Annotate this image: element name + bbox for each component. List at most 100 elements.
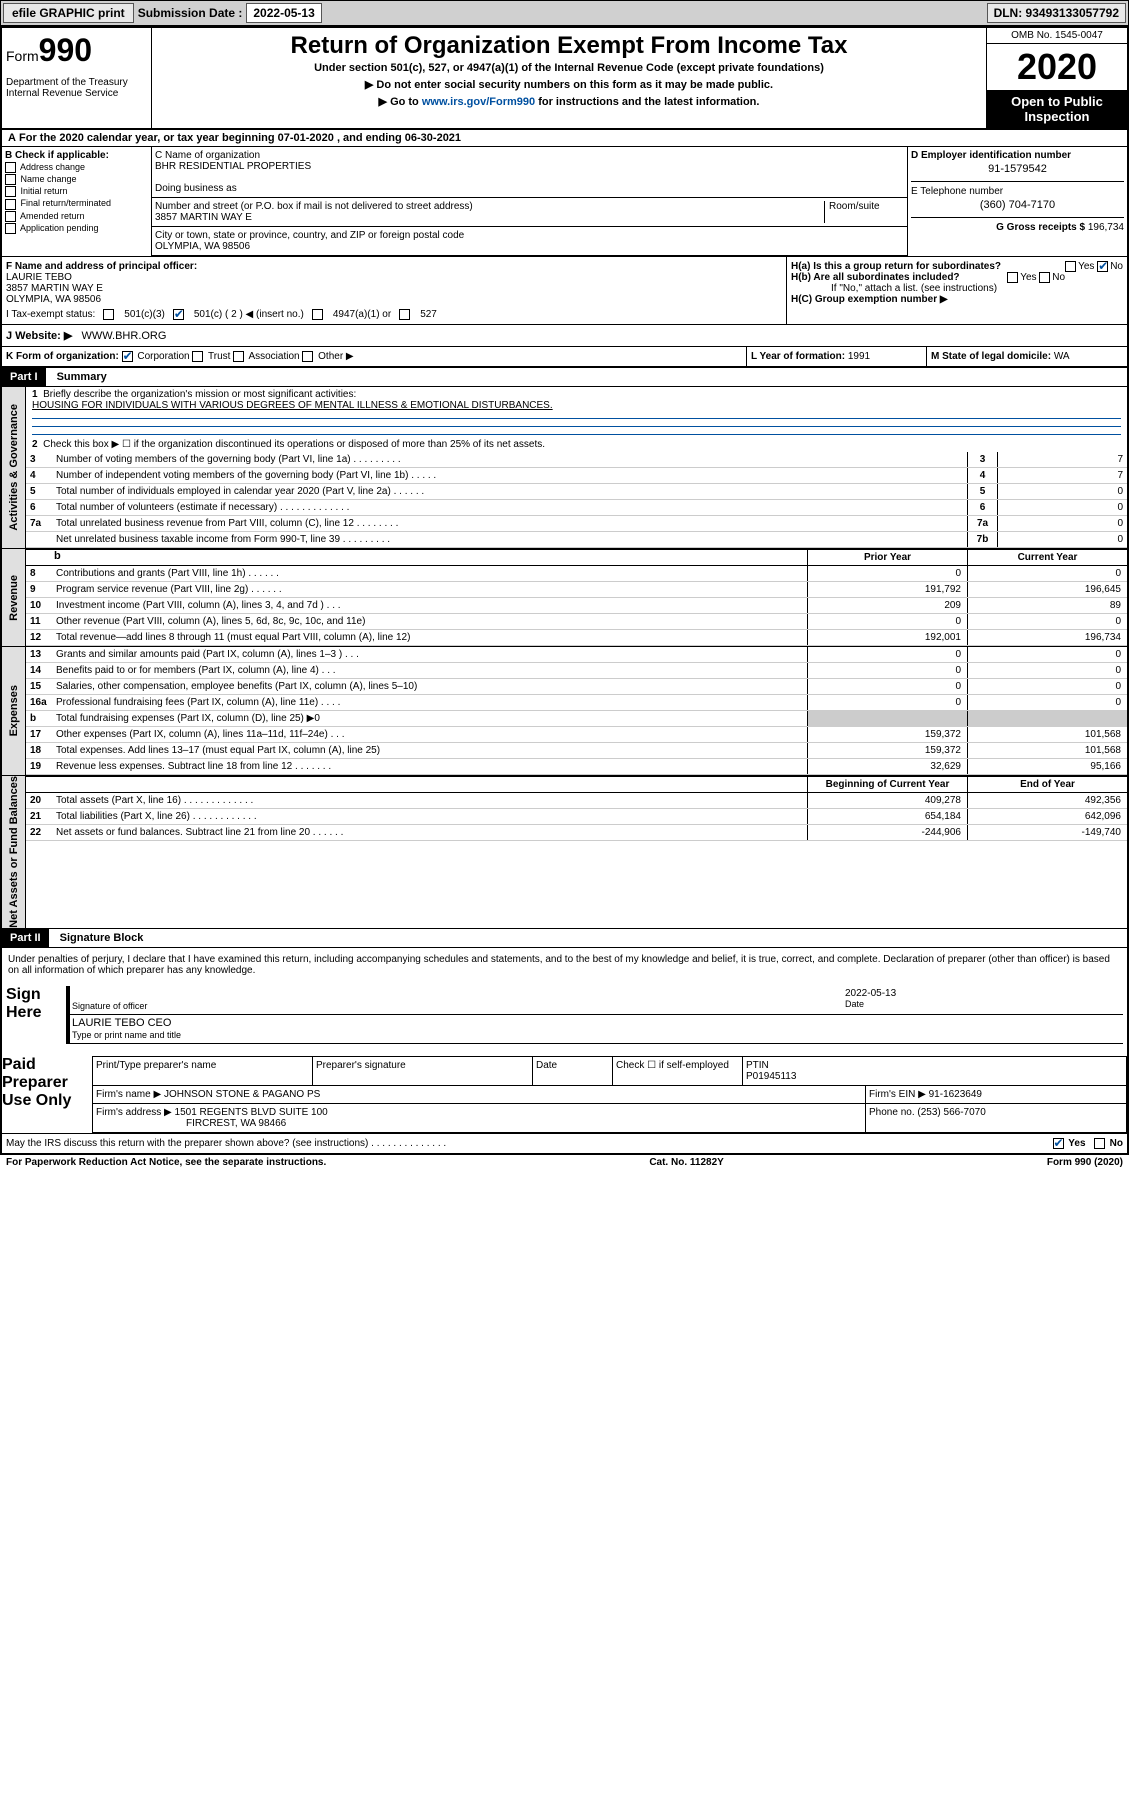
line-10: 10Investment income (Part VIII, column (… (26, 598, 1127, 614)
mission-text: HOUSING FOR INDIVIDUALS WITH VARIOUS DEG… (32, 400, 553, 411)
checkbox-application-pending[interactable]: Application pending (5, 223, 148, 234)
toolbar: efile GRAPHIC print Submission Date : 20… (0, 0, 1129, 26)
form-number-box: Form990 Department of the Treasury Inter… (2, 28, 152, 128)
officer-city: OLYMPIA, WA 98506 (6, 294, 101, 305)
line-3: 3Number of voting members of the governi… (26, 452, 1127, 468)
col-end-year: End of Year (967, 777, 1127, 792)
name-label: C Name of organization (155, 150, 260, 161)
hb-no[interactable] (1039, 272, 1050, 283)
ptin-label: PTIN (746, 1060, 769, 1071)
form-footer: Form 990 (2020) (1047, 1157, 1123, 1168)
checkbox-527[interactable] (399, 309, 410, 320)
ssn-note: ▶ Do not enter social security numbers o… (156, 78, 982, 91)
form-main: Form990 Department of the Treasury Inter… (0, 26, 1129, 1155)
k-corp[interactable] (122, 351, 133, 362)
tab-net-assets: Net Assets or Fund Balances (2, 776, 26, 928)
city-label: City or town, state or province, country… (155, 230, 464, 241)
firm-phone-label: Phone no. (869, 1107, 915, 1118)
form-number: 990 (39, 32, 92, 68)
part1-header: Part I (2, 368, 46, 386)
checkbox-501c3[interactable] (103, 309, 114, 320)
checkbox-501c[interactable] (173, 309, 184, 320)
line-4: 4Number of independent voting members of… (26, 468, 1127, 484)
ein-value: 91-1579542 (911, 163, 1124, 175)
omb-number: OMB No. 1545-0047 (987, 28, 1127, 44)
officer-sig-name: LAURIE TEBO CEO (72, 1017, 171, 1029)
discuss-yes[interactable] (1053, 1138, 1064, 1149)
col-current-year: Current Year (967, 550, 1127, 565)
col-begin-year: Beginning of Current Year (807, 777, 967, 792)
org-name: BHR RESIDENTIAL PROPERTIES (155, 161, 311, 172)
line-a: A For the 2020 calendar year, or tax yea… (2, 130, 1127, 147)
ha-yes[interactable] (1065, 261, 1076, 272)
name-type-label: Type or print name and title (72, 1030, 181, 1040)
tax-exempt-label: I Tax-exempt status: (6, 309, 95, 320)
room-label: Room/suite (829, 201, 880, 212)
prep-date-label: Date (533, 1057, 613, 1085)
line-11: 11Other revenue (Part VIII, column (A), … (26, 614, 1127, 630)
line-6: 6Total number of volunteers (estimate if… (26, 500, 1127, 516)
sign-here-label: Sign Here (6, 986, 66, 1044)
prep-self-employed: Check ☐ if self-employed (613, 1057, 743, 1085)
checkbox-4947[interactable] (312, 309, 323, 320)
sig-officer-label: Signature of officer (72, 1001, 147, 1011)
hc-label: H(C) Group exemption number ▶ (791, 294, 948, 305)
checkbox-name-change[interactable]: Name change (5, 174, 148, 185)
k-trust[interactable] (192, 351, 203, 362)
k-assoc[interactable] (233, 351, 244, 362)
col-prior-year: Prior Year (807, 550, 967, 565)
line-17: 17Other expenses (Part IX, column (A), l… (26, 727, 1127, 743)
form-subtitle: Under section 501(c), 527, or 4947(a)(1)… (156, 62, 982, 74)
section-b: B Check if applicable: Address change Na… (2, 147, 152, 256)
instructions-link[interactable]: www.irs.gov/Form990 (422, 96, 535, 108)
checkbox-initial-return[interactable]: Initial return (5, 186, 148, 197)
discuss-no[interactable] (1094, 1138, 1105, 1149)
website-label: J Website: ▶ (6, 330, 72, 342)
firm-name-value: JOHNSON STONE & PAGANO PS (164, 1089, 320, 1100)
hb-yes[interactable] (1007, 272, 1018, 283)
line-14: 14Benefits paid to or for members (Part … (26, 663, 1127, 679)
perjury-statement: Under penalties of perjury, I declare th… (2, 948, 1127, 982)
ha-no[interactable] (1097, 261, 1108, 272)
part1-title: Summary (49, 368, 115, 386)
ein-label: D Employer identification number (911, 150, 1071, 161)
sig-date-value: 2022-05-13 (845, 988, 896, 999)
q1: Briefly describe the organization's miss… (43, 389, 356, 400)
line-22: 22Net assets or fund balances. Subtract … (26, 825, 1127, 841)
instructions-link-row: ▶ Go to www.irs.gov/Form990 for instruct… (156, 95, 982, 108)
gross-receipts-value: 196,734 (1088, 222, 1124, 233)
checkbox-amended-return[interactable]: Amended return (5, 211, 148, 222)
submission-date: 2022-05-13 (246, 3, 321, 23)
checkbox-final-return-terminated[interactable]: Final return/terminated (5, 198, 148, 209)
line-20: 20Total assets (Part X, line 16) . . . .… (26, 793, 1127, 809)
sig-date-label: Date (845, 999, 864, 1009)
firm-ein-value: 91-1623649 (929, 1089, 982, 1100)
firm-phone-value: (253) 566-7070 (917, 1107, 985, 1118)
domicile-value: WA (1054, 351, 1070, 362)
part2-title: Signature Block (52, 929, 152, 947)
line-5: 5Total number of individuals employed in… (26, 484, 1127, 500)
line-9: 9Program service revenue (Part VIII, lin… (26, 582, 1127, 598)
street-label: Number and street (or P.O. box if mail i… (155, 201, 473, 212)
q2: Check this box ▶ ☐ if the organization d… (43, 439, 545, 450)
hb-label: H(b) Are all subordinates included? (791, 272, 960, 283)
checkbox-address-change[interactable]: Address change (5, 162, 148, 173)
website-value: WWW.BHR.ORG (82, 330, 167, 342)
dln-value: DLN: 93493133057792 (987, 3, 1126, 23)
department: Department of the Treasury Internal Reve… (6, 77, 147, 99)
gross-receipts-label: G Gross receipts $ (996, 222, 1085, 233)
prep-sig-label: Preparer's signature (313, 1057, 533, 1085)
paid-preparer-label: Paid Preparer Use Only (2, 1056, 92, 1110)
k-other[interactable] (302, 351, 313, 362)
year-formed-label: L Year of formation: (751, 351, 845, 362)
tab-governance: Activities & Governance (2, 387, 26, 548)
dba-label: Doing business as (155, 183, 237, 194)
year-formed-value: 1991 (848, 351, 870, 362)
form-org-label: K Form of organization: (6, 351, 119, 362)
efile-button[interactable]: efile GRAPHIC print (3, 3, 134, 23)
line-8: 8Contributions and grants (Part VIII, li… (26, 566, 1127, 582)
part2-header: Part II (2, 929, 49, 947)
tax-year-box: 2020 (987, 44, 1127, 90)
line-16a: 16aProfessional fundraising fees (Part I… (26, 695, 1127, 711)
cat-number: Cat. No. 11282Y (649, 1157, 723, 1168)
